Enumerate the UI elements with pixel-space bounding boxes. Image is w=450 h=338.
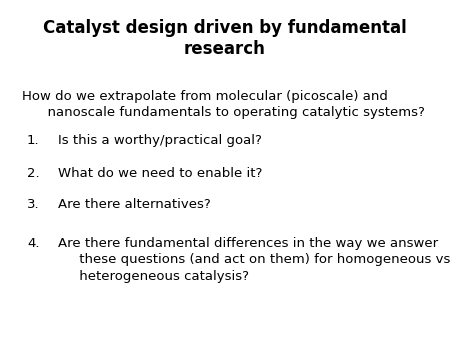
Text: 3.: 3. xyxy=(27,198,40,211)
Text: What do we need to enable it?: What do we need to enable it? xyxy=(58,167,263,180)
Text: Catalyst design driven by fundamental
research: Catalyst design driven by fundamental re… xyxy=(43,19,407,58)
Text: Are there alternatives?: Are there alternatives? xyxy=(58,198,211,211)
Text: Are there fundamental differences in the way we answer
     these questions (and: Are there fundamental differences in the… xyxy=(58,237,450,283)
Text: Is this a worthy/practical goal?: Is this a worthy/practical goal? xyxy=(58,134,262,146)
Text: 1.: 1. xyxy=(27,134,40,146)
Text: 4.: 4. xyxy=(27,237,40,249)
Text: How do we extrapolate from molecular (picoscale) and
      nanoscale fundamental: How do we extrapolate from molecular (pi… xyxy=(22,90,425,119)
Text: 2.: 2. xyxy=(27,167,40,180)
